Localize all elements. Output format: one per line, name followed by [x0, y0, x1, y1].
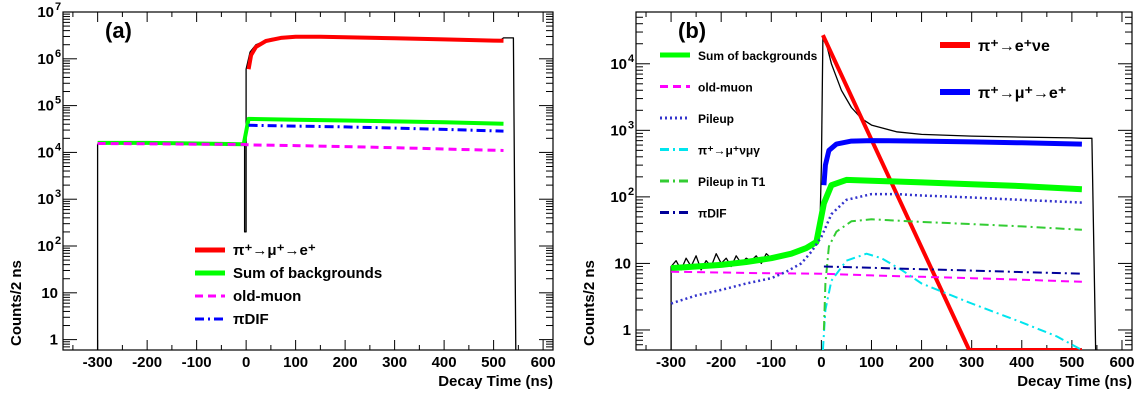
y-tick-label: 10 [610, 122, 627, 139]
x-tick-label: 400 [432, 354, 457, 371]
y-tick-exponent: 4 [628, 53, 635, 65]
legend-label-right: π⁺→μ⁺→e⁺ [978, 85, 1066, 102]
x-tick-label: 200 [909, 354, 934, 371]
x-tick-label: -200 [132, 354, 162, 371]
legend-label: π⁺→μ⁺νμγ [698, 144, 760, 158]
x-tick-label: 300 [382, 354, 407, 371]
series-line-6 [821, 252, 1083, 350]
series-line-4 [248, 123, 504, 133]
panel-label: (a) [105, 18, 132, 43]
x-tick-label: -200 [706, 354, 736, 371]
legend-label: Sum of backgrounds [698, 49, 818, 63]
legend-label: π⁺→μ⁺→e⁺ [233, 242, 316, 259]
legend-label: Pileup [698, 112, 734, 126]
y-tick-label: 10 [37, 238, 54, 255]
series-line-4 [671, 270, 1082, 283]
x-tick-label: -300 [83, 354, 113, 371]
x-tick-label: 400 [1009, 354, 1034, 371]
y-tick-label: 10 [37, 98, 54, 115]
series-line-3 [97, 142, 504, 152]
y-tick-label: 10 [41, 285, 58, 302]
y-axis-title: Counts/2 ns [8, 260, 25, 346]
y-tick-label: 10 [614, 255, 631, 272]
legend-label: πDIF [233, 311, 269, 328]
legend-label: old-muon [698, 81, 753, 95]
y-tick-exponent: 3 [55, 188, 61, 200]
series-line-3 [670, 176, 1083, 272]
y-tick-label: 10 [37, 51, 54, 68]
panel-label: (b) [678, 18, 706, 43]
series-line-7 [822, 218, 1082, 331]
y-tick-exponent: 7 [55, 1, 61, 13]
legend-label: Pileup in T1 [698, 175, 766, 189]
x-tick-label: -100 [182, 354, 212, 371]
y-tick-label: 10 [37, 144, 54, 161]
x-tick-label: 500 [481, 354, 506, 371]
series-line-0 [96, 35, 517, 350]
x-tick-label: 0 [242, 354, 250, 371]
y-axis-title: Counts/2 ns [581, 260, 598, 346]
series-line-5 [670, 192, 1082, 305]
y-tick-label: 10 [610, 56, 627, 73]
series-line-8 [823, 265, 1082, 275]
y-tick-label: 1 [623, 322, 631, 339]
x-tick-label: 200 [333, 354, 358, 371]
series-line-1 [821, 34, 1082, 350]
y-tick-label: 1 [50, 332, 58, 349]
x-tick-label: 100 [859, 354, 884, 371]
y-tick-exponent: 2 [55, 235, 61, 247]
y-tick-exponent: 6 [55, 48, 61, 60]
series-group [96, 34, 517, 350]
y-tick-exponent: 2 [628, 186, 634, 198]
y-tick-label: 10 [37, 4, 54, 21]
x-tick-label: -300 [656, 354, 686, 371]
x-axis-title: Decay Time (ns) [438, 373, 553, 390]
series-line-1 [246, 34, 504, 70]
series-group [670, 34, 1097, 350]
legend-label-right: π⁺→e⁺νe [978, 38, 1050, 55]
x-tick-label: 100 [283, 354, 308, 371]
plot-frame [62, 11, 554, 351]
y-tick-label: 10 [610, 189, 627, 206]
y-tick-exponent: 5 [55, 95, 61, 107]
legend-label: Sum of backgrounds [233, 265, 382, 282]
y-tick-label: 10 [37, 191, 54, 208]
plot-frame [635, 11, 1133, 351]
series-line-2 [97, 116, 504, 147]
x-tick-label: 0 [817, 354, 825, 371]
legend-label: πDIF [698, 207, 727, 221]
x-tick-label: 500 [1059, 354, 1084, 371]
legend-label: old-muon [233, 288, 301, 305]
x-tick-label: 300 [959, 354, 984, 371]
y-tick-exponent: 3 [628, 119, 634, 131]
x-tick-label: 600 [1109, 354, 1134, 371]
series-line-2 [821, 138, 1082, 186]
x-tick-label: -100 [756, 354, 786, 371]
y-tick-exponent: 4 [55, 141, 62, 153]
x-axis-title: Decay Time (ns) [1017, 373, 1132, 390]
x-tick-label: 600 [531, 354, 556, 371]
